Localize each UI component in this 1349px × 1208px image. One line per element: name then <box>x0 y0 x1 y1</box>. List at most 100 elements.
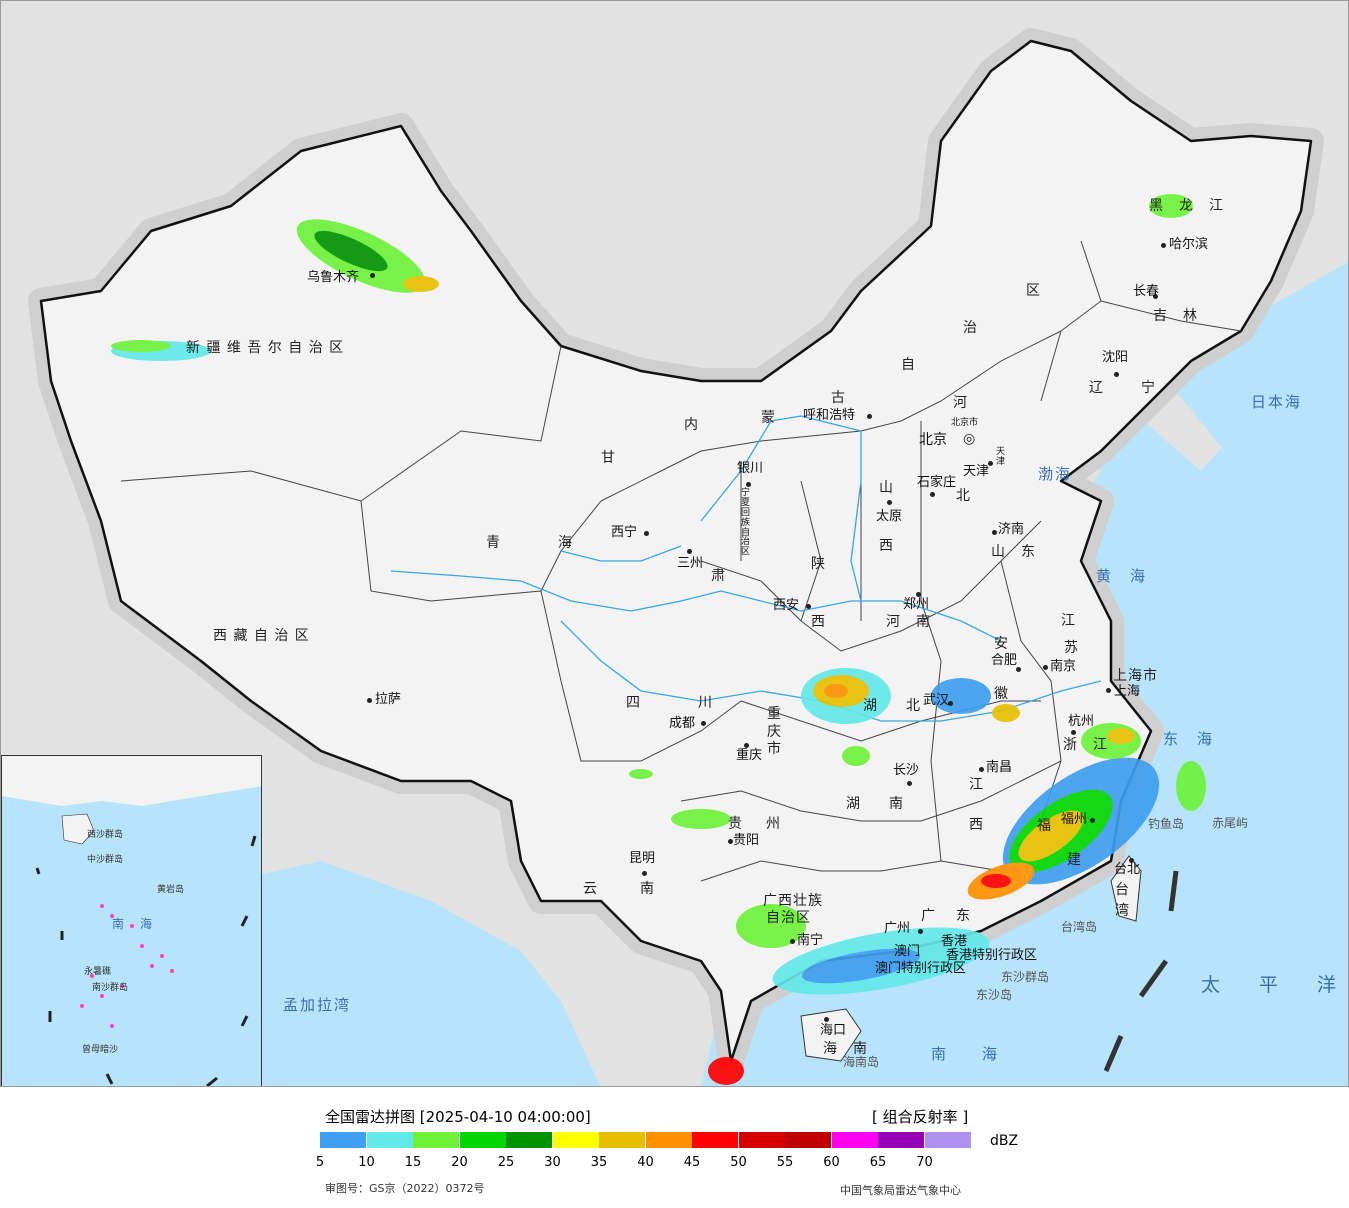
label-tianjin-shi: 天 津 <box>996 447 1006 467</box>
radar-map: 南 海 中沙群岛 黄岩岛 南沙群岛 西沙群岛 曾母暗沙 永暑礁 新 疆 维 吾 … <box>0 0 1349 1087</box>
colorbar-tick-label: 5 <box>315 1155 325 1170</box>
island-dongsha: 东沙岛 <box>976 988 1013 1002</box>
city-xian: 西安 <box>773 598 800 613</box>
dot-nanjing <box>1043 665 1048 670</box>
label-qinghai-2: 海 <box>558 535 573 551</box>
city-nanchang: 南昌 <box>986 760 1013 775</box>
city-fuzhou: 福州 <box>1061 812 1088 827</box>
label-xinjiang: 新 疆 维 吾 尔 自 治 区 <box>186 340 345 356</box>
city-xining: 西宁 <box>611 525 638 540</box>
label-gansu-2: 肃 <box>711 568 726 584</box>
city-lhasa: 拉萨 <box>375 692 402 707</box>
sea-japan: 日本海 <box>1251 393 1303 411</box>
city-zhengzhou: 郑州 <box>903 597 930 612</box>
city-beijing: 北京 <box>919 432 947 448</box>
label-jiangsu-1: 江 <box>1061 613 1076 629</box>
city-taipei: 台北 <box>1114 862 1141 877</box>
dot-zhengzhou <box>916 592 921 597</box>
label-jiangsu-2: 苏 <box>1064 640 1079 656</box>
china-outline <box>39 39 1313 1063</box>
label-anhui-2: 徽 <box>994 686 1009 702</box>
colorbar-tick-label: 25 <box>497 1155 515 1170</box>
approval-number: 审图号：GS京（2022）0372号 <box>325 1182 485 1195</box>
label-hainan-2: 南 <box>853 1041 868 1057</box>
city-yinchuan: 银川 <box>737 461 764 476</box>
inset-yongshu-label: 永暑礁 <box>84 967 112 977</box>
label-jilin: 吉 林 <box>1153 308 1198 324</box>
colorbar-segment <box>785 1132 831 1148</box>
dot-sjz <box>930 492 935 497</box>
city-urumqi: 乌鲁木齐 <box>307 270 360 285</box>
label-gansu-1: 甘 <box>601 450 616 466</box>
colorbar <box>320 1132 971 1148</box>
label-shanghai-shi: 上海市 <box>1113 668 1158 684</box>
label-hk-sar: 香港特别行政区 <box>946 948 1038 963</box>
city-guangzhou: 广州 <box>884 921 911 936</box>
dot-changsha <box>907 781 912 786</box>
label-macao-sar: 澳门特别行政区 <box>875 961 967 976</box>
colorbar-segment <box>878 1132 924 1148</box>
label-zhejiang-1: 浙 <box>1063 737 1078 753</box>
island-dongsha-group: 东沙群岛 <box>1001 970 1050 984</box>
colorbar-segment <box>320 1132 366 1148</box>
colorbar-tick-label: 70 <box>916 1155 933 1170</box>
source-label: 中国气象局雷达气象中心 <box>840 1184 961 1197</box>
inset-xisha-label: 西沙群岛 <box>87 830 124 840</box>
dot-guiyang <box>728 839 733 844</box>
city-changchun: 长春 <box>1133 284 1160 299</box>
label-guizhou-2: 州 <box>766 816 781 832</box>
city-hongkong: 香港 <box>941 934 968 949</box>
city-hangzhou: 杭州 <box>1068 714 1095 729</box>
colorbar-tick-label: 65 <box>869 1155 887 1170</box>
colorbar-segment <box>413 1132 459 1148</box>
label-shandong: 山 东 <box>991 544 1036 560</box>
city-taiyuan: 太原 <box>876 509 903 524</box>
dot-nanning <box>790 939 795 944</box>
city-harbin: 哈尔滨 <box>1169 237 1209 252</box>
colorbar-tick-label: 30 <box>544 1155 561 1170</box>
island-hainan: 海南岛 <box>843 1055 880 1069</box>
product-label: [ 组合反射率 ] <box>872 1108 969 1126</box>
label-yunnan-1: 云 <box>583 881 598 897</box>
dot-taipei <box>1129 858 1134 863</box>
dot-chengdu <box>701 721 706 726</box>
city-chongqing: 重庆 <box>736 748 763 763</box>
label-shaanxi-2: 西 <box>811 614 826 630</box>
sea-east: 东 海 <box>1163 730 1215 748</box>
label-nmg-5: 治 <box>963 320 978 336</box>
colorbar-segment <box>552 1132 599 1148</box>
label-chongqing-shi: 重 庆 市 <box>767 706 782 757</box>
label-hebei-2: 北 <box>956 488 971 504</box>
label-shaanxi-1: 陕 <box>811 556 826 572</box>
city-nanjing: 南京 <box>1050 659 1077 674</box>
sea-yellow: 黄 海 <box>1096 567 1148 585</box>
label-beijing-shi: 北京市 <box>951 418 979 428</box>
inset-zengmu-label: 曾母暗沙 <box>82 1045 119 1055</box>
dot-wlmq <box>370 273 375 278</box>
label-hubei-2: 北 <box>906 698 921 714</box>
city-jinan: 济南 <box>998 522 1025 537</box>
label-sichuan-1: 四 <box>626 695 641 711</box>
dot-harbin <box>1161 243 1166 248</box>
dot-shanghai <box>1106 688 1111 693</box>
city-shenyang: 沈阳 <box>1102 350 1129 365</box>
colorbar-segment <box>924 1132 971 1148</box>
colorbar-segment <box>506 1132 552 1148</box>
colorbar-tick-label: 10 <box>358 1155 375 1170</box>
island-chiwei: 赤尾屿 <box>1212 816 1249 830</box>
city-tianjin: 天津 <box>963 464 990 479</box>
south-china-sea-inset: 南 海 中沙群岛 黄岩岛 南沙群岛 西沙群岛 曾母暗沙 永暑礁 <box>1 755 262 1086</box>
dot-chongqing <box>744 743 749 748</box>
label-liaoning-2: 宁 <box>1141 380 1156 396</box>
dot-yinchuan <box>746 482 751 487</box>
label-shanxi-1: 山 <box>879 480 894 496</box>
city-shijiazhuang: 石家庄 <box>917 475 957 490</box>
map-title: 全国雷达拼图 [2025-04-10 04:00:00] <box>325 1108 591 1126</box>
city-hohhot: 呼和浩特 <box>803 408 856 423</box>
city-kunming: 昆明 <box>629 851 656 866</box>
label-hunan-1: 湖 <box>846 796 861 812</box>
dot-kunming <box>642 871 647 876</box>
dot-xining <box>644 531 649 536</box>
label-anhui-1: 安 <box>994 636 1009 652</box>
dot-lanzhou <box>687 549 692 554</box>
